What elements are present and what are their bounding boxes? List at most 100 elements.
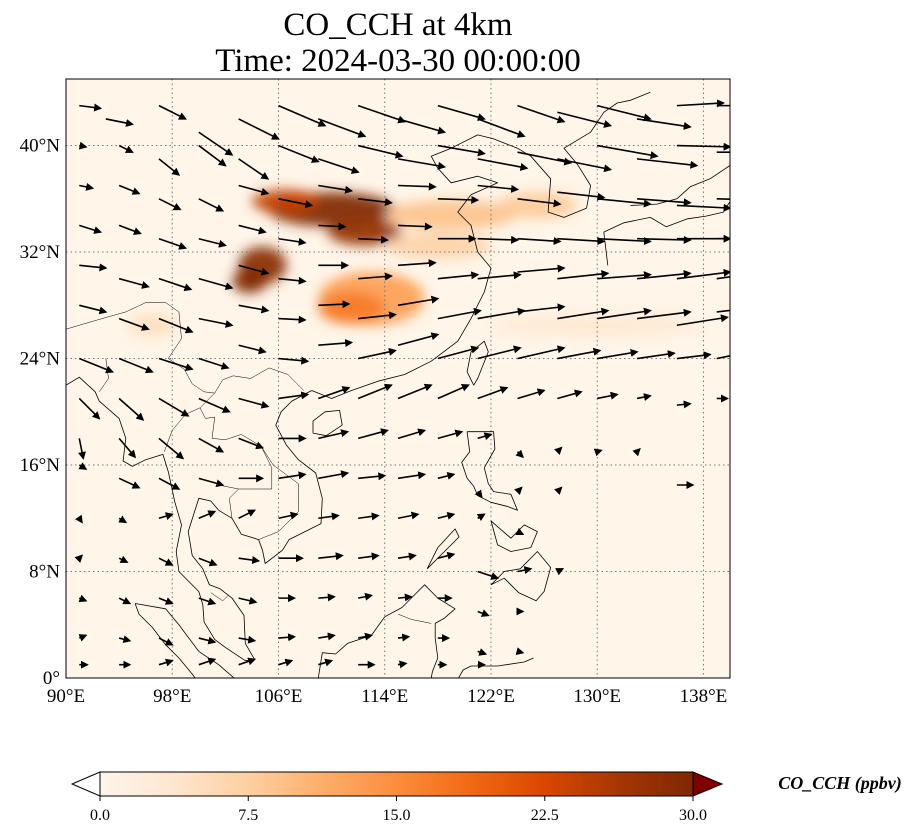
wind-vector: [118, 224, 142, 235]
co-plume: [128, 313, 177, 338]
colorbar-label: CO_CCH (ppbv): [778, 773, 902, 794]
wind-vector: [636, 308, 692, 320]
wind-vector: [158, 658, 174, 667]
wind-vector: [514, 486, 523, 496]
wind-vector: [238, 635, 257, 644]
wind-vector: [517, 237, 562, 245]
lon-tick-label: 106°E: [255, 686, 303, 707]
wind-vector: [515, 647, 525, 656]
wind-vector: [716, 198, 730, 200]
wind-vector: [477, 235, 520, 244]
wind-vector: [517, 104, 566, 124]
wind-vector: [198, 597, 217, 606]
wind-vector: [158, 104, 187, 120]
country-border: [258, 446, 299, 540]
wind-vector: [158, 277, 193, 292]
co-plume: [497, 192, 578, 219]
co-plume: [251, 189, 319, 214]
lat-tick-label: 32°N: [20, 242, 61, 263]
wind-vector: [238, 344, 267, 355]
wind-vector: [278, 237, 307, 246]
wind-vector: [676, 142, 730, 151]
wind-vector: [358, 272, 393, 281]
coastline: [66, 376, 323, 662]
wind-vector: [676, 314, 729, 327]
wind-vector: [716, 275, 730, 280]
wind-vector: [118, 555, 129, 563]
wind-vector: [676, 268, 730, 280]
wind-vector: [78, 594, 88, 603]
lon-tick-label: 114°E: [361, 686, 408, 707]
wind-vector: [477, 432, 493, 441]
coastline: [603, 201, 730, 266]
wind-vector: [118, 184, 141, 195]
wind-vector: [318, 300, 351, 309]
wind-vector: [158, 512, 174, 520]
country-border: [164, 407, 201, 452]
colorbar-gradient: [100, 772, 693, 796]
wind-vector: [397, 428, 427, 440]
wind-vector: [78, 357, 114, 374]
wind-vector: [158, 597, 174, 605]
wind-vector: [437, 195, 480, 204]
coastline: [135, 603, 235, 678]
wind-vector: [118, 597, 132, 605]
wind-vector: [636, 158, 699, 169]
wind-vector: [597, 391, 619, 400]
wind-vector: [198, 144, 227, 167]
wind-vector: [716, 309, 730, 313]
wind-vector: [79, 103, 103, 112]
wind-vector: [278, 144, 320, 163]
wind-vector: [636, 393, 652, 401]
lon-tick-label: 90°E: [47, 686, 85, 707]
wind-vector: [597, 348, 639, 360]
wind-vector: [553, 446, 563, 456]
wind-vector: [437, 104, 486, 122]
wind-vector: [477, 184, 520, 193]
latitude-tick-labels: 0° 8°N 16°N 24°N 32°N 40°N: [20, 136, 61, 689]
wind-vector: [397, 259, 437, 268]
country-border: [165, 302, 304, 394]
wind-vector: [158, 357, 194, 372]
lat-tick-label: 8°N: [29, 562, 60, 583]
wind-vector: [238, 397, 270, 409]
wind-vector: [476, 513, 486, 521]
wind-vector: [357, 383, 393, 400]
wind-vector: [437, 345, 480, 360]
co-plume: [384, 200, 518, 230]
wind-vector: [158, 557, 174, 566]
wind-vector: [198, 437, 225, 453]
wind-vector: [397, 633, 411, 642]
co-plume: [490, 314, 704, 336]
wind-vector: [357, 347, 397, 360]
wind-vector: [105, 118, 134, 127]
wind-vector: [238, 556, 261, 564]
coastline: [490, 551, 552, 602]
wind-vector: [358, 632, 374, 641]
wind-vector: [118, 357, 154, 374]
wind-vector: [118, 437, 137, 459]
wind-vector: [557, 237, 606, 246]
wind-vector: [474, 489, 483, 499]
wind-vector: [278, 276, 307, 285]
country-border: [199, 407, 273, 519]
wind-vector: [517, 303, 566, 313]
wind-vector: [397, 158, 447, 170]
wind-vector: [597, 198, 652, 208]
colorbar-under-extension: [70, 771, 101, 797]
wind-vector: [318, 632, 336, 641]
wind-vector: [118, 477, 141, 489]
wind-vector: [198, 357, 230, 370]
wind-vector: [357, 428, 389, 440]
lat-tick-label: 0°: [43, 668, 60, 689]
wind-vector: [198, 477, 225, 488]
wind-vector: [318, 386, 351, 400]
colorbar-tick-label: 15.0: [383, 807, 411, 824]
wind-vector: [78, 462, 88, 470]
wind-vector: [318, 429, 350, 440]
wind-vector: [636, 198, 692, 207]
wind-vector: [437, 511, 456, 520]
wind-vector: [437, 551, 456, 560]
colorbar-tick-labels: 0.0 7.5 15.0 22.5 30.0: [90, 796, 707, 824]
gridlines: [66, 79, 730, 678]
